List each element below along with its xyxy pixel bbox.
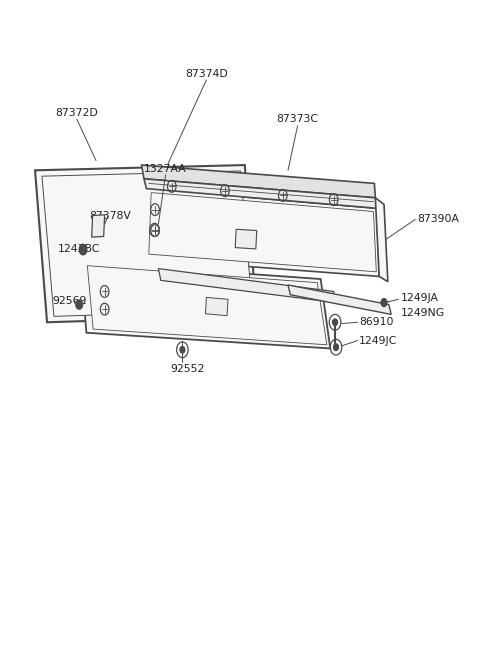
Circle shape: [180, 346, 185, 353]
Text: 1249JC: 1249JC: [359, 335, 397, 346]
Text: 92569: 92569: [53, 296, 87, 307]
Circle shape: [333, 319, 337, 326]
Polygon shape: [235, 229, 257, 249]
Text: 87390A: 87390A: [418, 214, 460, 225]
Circle shape: [79, 244, 87, 255]
Polygon shape: [35, 165, 257, 322]
Circle shape: [381, 299, 387, 307]
Polygon shape: [144, 189, 379, 276]
Text: 92552: 92552: [170, 364, 204, 373]
Polygon shape: [92, 215, 105, 237]
Text: 87373C: 87373C: [276, 115, 319, 124]
Polygon shape: [144, 179, 377, 208]
Polygon shape: [142, 165, 375, 198]
Polygon shape: [288, 285, 391, 314]
Polygon shape: [81, 262, 330, 348]
Circle shape: [334, 344, 338, 350]
Polygon shape: [158, 269, 336, 303]
Text: 1249NG: 1249NG: [401, 308, 445, 318]
Text: 1243BC: 1243BC: [58, 244, 100, 254]
Text: 87372D: 87372D: [55, 108, 98, 118]
Polygon shape: [375, 198, 388, 282]
Polygon shape: [87, 266, 327, 345]
Polygon shape: [42, 171, 252, 316]
Text: 86910: 86910: [359, 317, 394, 328]
Polygon shape: [205, 297, 228, 316]
Circle shape: [76, 300, 83, 309]
Polygon shape: [149, 193, 376, 272]
Text: 87374D: 87374D: [185, 69, 228, 79]
Text: 1327AA: 1327AA: [144, 164, 187, 174]
Text: 87378V: 87378V: [89, 211, 131, 221]
Text: 1249JA: 1249JA: [401, 293, 439, 303]
